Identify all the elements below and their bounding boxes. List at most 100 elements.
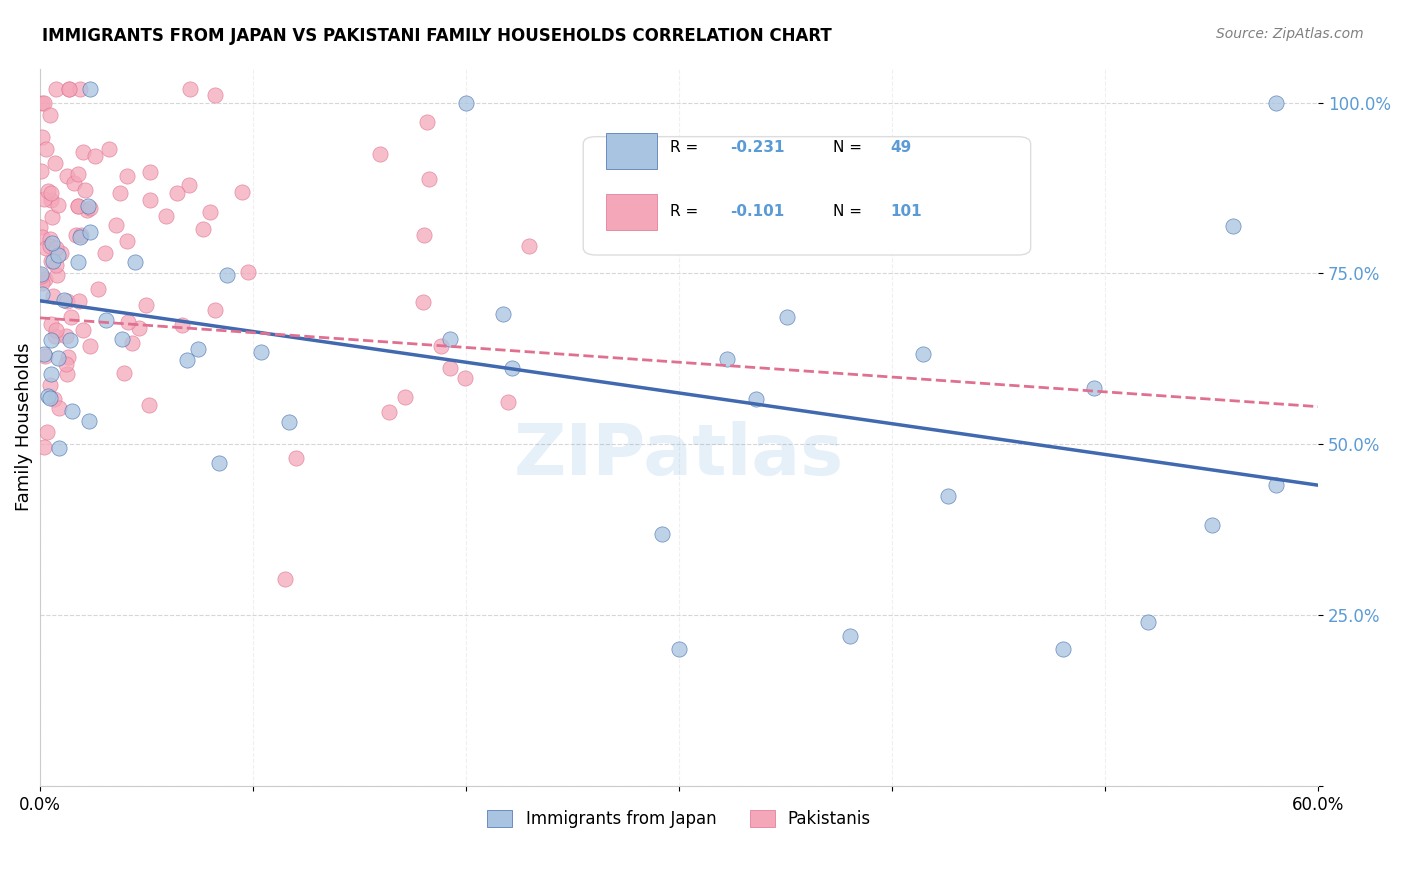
Pakistanis [34, 142, 56, 156]
Pakistanis [38, 107, 60, 121]
Immigrants from Japan [501, 361, 523, 376]
Pakistanis [179, 82, 201, 96]
Immigrants from Japan [187, 342, 209, 356]
Pakistanis [517, 238, 540, 252]
Pakistanis [139, 193, 162, 207]
Pakistanis [439, 360, 461, 375]
Text: Source: ZipAtlas.com: Source: ZipAtlas.com [1216, 27, 1364, 41]
Immigrants from Japan [1201, 518, 1223, 533]
Pakistanis [394, 390, 416, 404]
Pakistanis [39, 232, 62, 246]
Immigrants from Japan [94, 312, 117, 326]
Pakistanis [56, 294, 79, 309]
Pakistanis [32, 192, 55, 206]
Immigrants from Japan [1264, 478, 1286, 492]
Immigrants from Japan [439, 332, 461, 346]
Immigrants from Japan [59, 333, 82, 347]
Immigrants from Japan [46, 351, 69, 365]
Pakistanis [284, 450, 307, 465]
Immigrants from Japan [69, 230, 91, 244]
Pakistanis [117, 315, 139, 329]
Pakistanis [87, 282, 110, 296]
Pakistanis [32, 440, 55, 454]
Pakistanis [38, 239, 60, 253]
Immigrants from Japan [48, 441, 70, 455]
Immigrants from Japan [278, 415, 301, 429]
Immigrants from Japan [53, 293, 76, 308]
Immigrants from Japan [215, 268, 238, 283]
Pakistanis [44, 329, 66, 343]
Pakistanis [110, 186, 132, 201]
Pakistanis [191, 222, 214, 236]
Pakistanis [42, 392, 65, 406]
Pakistanis [72, 145, 94, 160]
Pakistanis [135, 298, 157, 312]
Immigrants from Japan [838, 628, 860, 642]
Pakistanis [39, 253, 62, 268]
Pakistanis [45, 241, 67, 255]
Pakistanis [84, 149, 107, 163]
Pakistanis [31, 129, 53, 144]
Pakistanis [58, 82, 80, 96]
Pakistanis [34, 349, 56, 363]
Pakistanis [48, 401, 70, 416]
Pakistanis [79, 201, 101, 215]
Text: R =: R = [671, 140, 703, 155]
Immigrants from Japan [492, 307, 515, 321]
FancyBboxPatch shape [606, 133, 658, 169]
Text: R =: R = [671, 204, 703, 219]
Pakistanis [55, 357, 77, 371]
Pakistanis [166, 186, 188, 201]
Pakistanis [94, 245, 117, 260]
Immigrants from Japan [67, 254, 90, 268]
Pakistanis [58, 82, 80, 96]
Immigrants from Japan [745, 392, 768, 406]
Pakistanis [104, 218, 127, 232]
Pakistanis [56, 350, 79, 364]
Text: ZIPatlas: ZIPatlas [515, 421, 844, 491]
Immigrants from Japan [936, 489, 959, 503]
Pakistanis [30, 219, 52, 234]
Pakistanis [70, 227, 93, 242]
Pakistanis [37, 425, 59, 439]
Immigrants from Japan [32, 347, 55, 361]
Text: N =: N = [832, 140, 866, 155]
Pakistanis [46, 198, 69, 212]
Immigrants from Japan [776, 310, 799, 324]
Pakistanis [498, 395, 520, 409]
Pakistanis [55, 367, 77, 381]
Pakistanis [453, 371, 475, 385]
Pakistanis [112, 366, 135, 380]
FancyBboxPatch shape [583, 136, 1031, 255]
Pakistanis [204, 88, 226, 103]
Pakistanis [63, 176, 86, 190]
Pakistanis [79, 339, 101, 353]
Pakistanis [76, 202, 98, 217]
Pakistanis [31, 229, 53, 244]
Immigrants from Japan [651, 526, 673, 541]
Pakistanis [73, 183, 96, 197]
Pakistanis [67, 167, 90, 181]
Pakistanis [204, 303, 226, 318]
Pakistanis [115, 169, 138, 183]
Text: -0.231: -0.231 [730, 140, 785, 155]
Immigrants from Japan [208, 457, 231, 471]
Immigrants from Japan [46, 248, 69, 262]
Pakistanis [128, 320, 150, 334]
Pakistanis [67, 199, 90, 213]
Immigrants from Japan [39, 367, 62, 381]
Immigrants from Japan [76, 198, 98, 212]
Immigrants from Japan [41, 236, 63, 251]
Immigrants from Japan [124, 254, 146, 268]
Y-axis label: Family Households: Family Households [15, 343, 32, 511]
Immigrants from Japan [454, 95, 477, 110]
Pakistanis [155, 209, 177, 223]
Pakistanis [45, 258, 67, 272]
Pakistanis [67, 199, 90, 213]
Immigrants from Japan [31, 287, 53, 301]
Pakistanis [46, 268, 69, 283]
Pakistanis [49, 246, 72, 260]
Text: -0.101: -0.101 [730, 204, 785, 219]
Pakistanis [274, 572, 297, 586]
Pakistanis [37, 184, 59, 198]
